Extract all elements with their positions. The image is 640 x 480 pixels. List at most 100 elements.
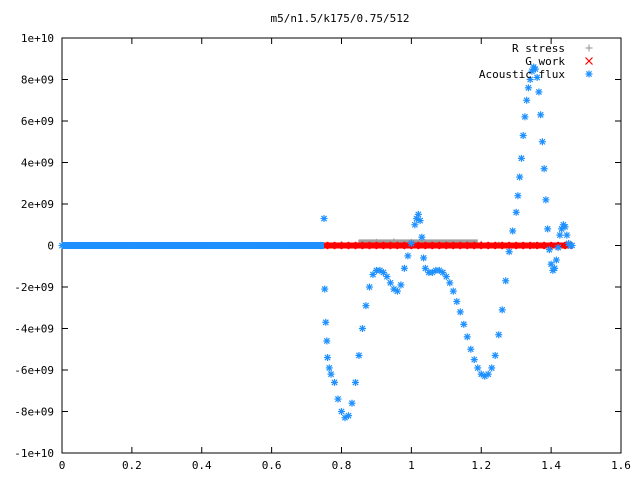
data-point: [466, 241, 475, 250]
data-point: [407, 239, 415, 247]
data-point: [338, 408, 345, 415]
data-point: [420, 254, 428, 262]
y-tick-label: 0: [47, 240, 54, 253]
chart-title: m5/n1.5/k175/0.75/512: [270, 12, 409, 25]
data-point: [442, 273, 450, 281]
data-point: [568, 242, 576, 249]
data-point: [247, 242, 255, 249]
y-tick-label: -2e+09: [14, 281, 54, 294]
data-point: [254, 242, 262, 249]
data-point: [365, 283, 373, 291]
data-point: [191, 242, 199, 249]
data-point: [484, 370, 492, 378]
data-point: [552, 256, 560, 264]
data-point: [480, 241, 489, 250]
y-tick-label: 6e+09: [21, 115, 54, 128]
data-point: [414, 210, 422, 218]
data-point: [488, 364, 496, 372]
data-point: [517, 154, 525, 162]
data-point: [491, 351, 499, 359]
data-point: [545, 246, 553, 254]
data-point: [240, 242, 248, 249]
data-point: [397, 281, 405, 289]
data-point: [72, 242, 80, 249]
legend-label: Acoustic flux: [479, 68, 565, 81]
data-point: [445, 241, 454, 250]
data-point: [219, 242, 227, 249]
x-axis: 0 0.2 0.4 0.6 0.8 1 1.2 1.4 1.6: [59, 38, 631, 472]
y-tick-label: 8e+09: [21, 74, 54, 87]
y-tick-label: 2e+09: [21, 198, 54, 211]
data-point: [348, 241, 356, 250]
data-point: [416, 217, 424, 225]
series-acoustic-flux: [58, 63, 576, 422]
data-point: [114, 242, 122, 249]
data-point: [205, 242, 213, 249]
x-tick-label: 0.2: [122, 459, 142, 472]
data-point: [521, 113, 529, 121]
data-point: [163, 242, 171, 249]
data-point: [358, 325, 366, 332]
data-point: [519, 132, 527, 140]
data-point: [396, 241, 405, 250]
data-point: [439, 268, 447, 276]
data-point: [282, 242, 290, 249]
x-tick-label: 0: [59, 459, 66, 472]
data-point: [362, 241, 370, 250]
data-point: [459, 241, 468, 250]
data-point: [537, 111, 545, 119]
data-point: [226, 242, 234, 249]
data-point: [325, 364, 333, 372]
data-point: [515, 241, 524, 250]
data-point: [233, 242, 241, 249]
data-point: [362, 302, 370, 310]
data-point: [449, 287, 457, 295]
legend-marker: [585, 44, 593, 52]
data-point: [424, 241, 433, 250]
legend-label: G work: [525, 55, 565, 68]
data-point: [323, 337, 331, 345]
data-point: [275, 242, 283, 249]
data-point: [522, 241, 531, 250]
data-point: [128, 242, 136, 249]
y-axis: -1e+10 -8e+09 -6e+09 -4e+09 -2e+09 0 2e+09 4e+0…: [14, 32, 621, 460]
data-point: [376, 241, 384, 250]
y-tick-label: -1e+10: [14, 447, 54, 460]
data-point: [533, 73, 541, 81]
data-point: [404, 252, 412, 260]
data-point: [177, 242, 185, 249]
data-point: [417, 241, 426, 250]
data-point: [389, 241, 398, 250]
legend-item-g-work: G work: [525, 55, 593, 68]
data-point: [184, 242, 192, 249]
data-point: [531, 65, 539, 73]
x-tick-label: 0.6: [262, 459, 282, 472]
data-point: [467, 345, 475, 353]
data-point: [212, 242, 220, 249]
data-point: [327, 241, 335, 250]
data-point: [446, 279, 454, 287]
data-point: [460, 320, 468, 328]
x-tick-label: 1.2: [471, 459, 491, 472]
data-point: [369, 241, 377, 250]
data-point: [501, 241, 510, 250]
data-point: [322, 318, 330, 326]
data-point: [516, 173, 524, 181]
legend-item-r-stress: R stress: [512, 42, 593, 55]
data-point: [348, 399, 356, 407]
data-point: [463, 333, 471, 341]
data-point: [495, 331, 503, 339]
data-point: [523, 96, 531, 104]
data-point: [334, 395, 342, 403]
x-tick-label: 0.4: [192, 459, 212, 472]
data-point: [508, 241, 517, 250]
data-point: [473, 241, 482, 250]
data-point: [502, 277, 510, 285]
data-point: [198, 242, 206, 249]
y-tick-label: -6e+09: [14, 364, 54, 377]
data-point: [526, 76, 534, 83]
data-point: [135, 242, 143, 249]
data-point: [321, 285, 329, 293]
